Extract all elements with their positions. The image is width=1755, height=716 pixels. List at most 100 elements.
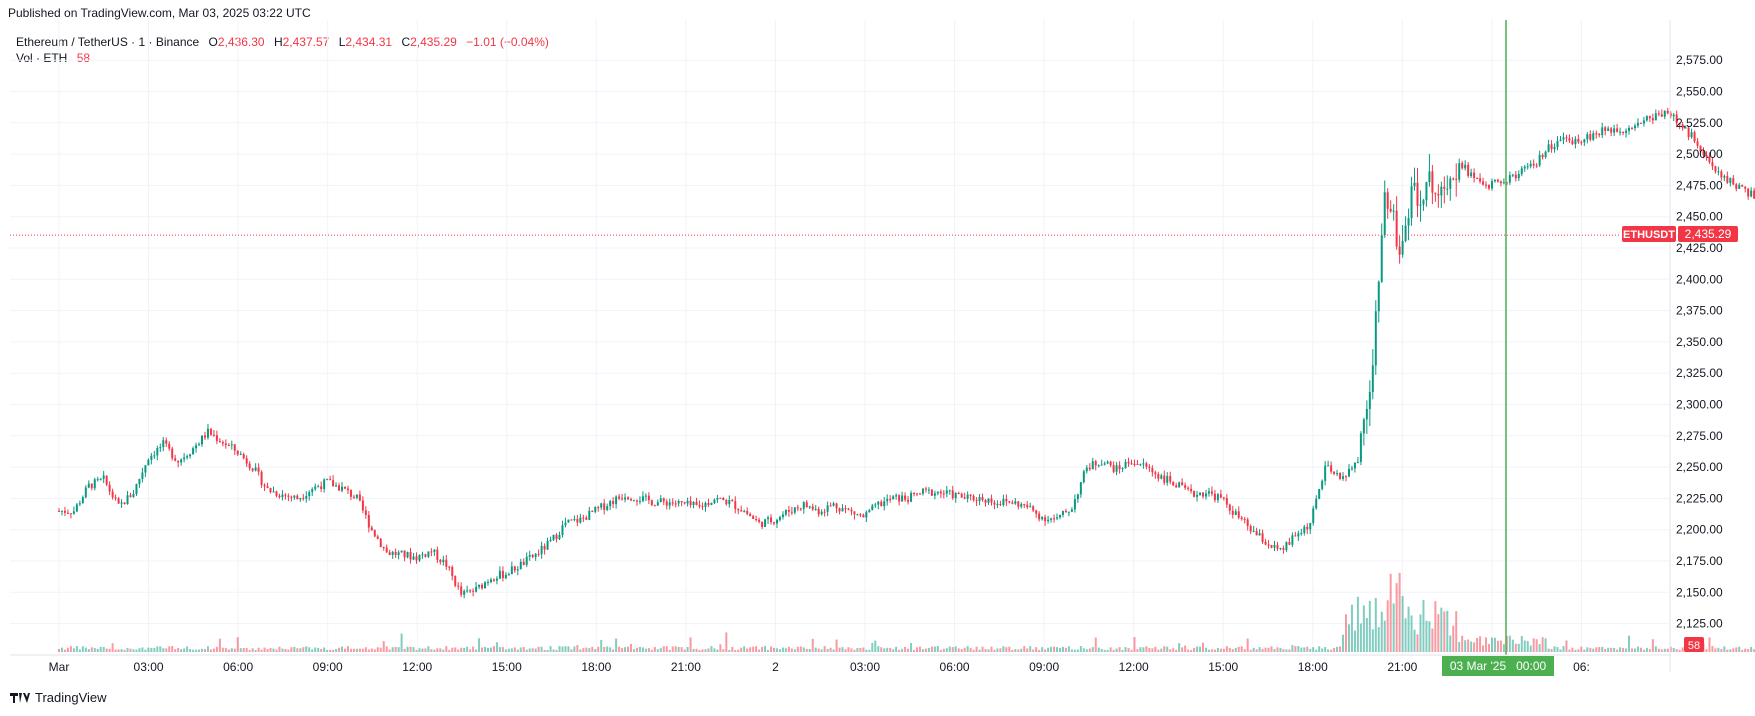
volume-bar	[817, 648, 820, 652]
volume-bar	[1154, 646, 1157, 652]
candle-body	[1744, 186, 1747, 189]
volume-bar	[263, 647, 266, 652]
candle-body	[689, 500, 692, 506]
candle-body	[796, 507, 799, 509]
y-tick-label: 2,450.00	[1676, 210, 1723, 224]
volume-bar	[847, 647, 850, 652]
candle-body	[424, 554, 427, 557]
volume-bar	[534, 648, 537, 652]
volume-bar	[198, 649, 201, 652]
candle-body	[990, 498, 993, 503]
volume-bar	[838, 647, 841, 652]
candle-body	[1210, 491, 1213, 494]
volume-bar	[1532, 638, 1535, 652]
candle-body	[1291, 535, 1294, 545]
candle-body	[332, 480, 335, 487]
volume-bar	[1395, 583, 1398, 652]
candle-body	[1404, 225, 1407, 242]
candle-body	[361, 500, 364, 511]
candle-body	[764, 519, 767, 527]
volume-bar	[868, 649, 871, 652]
volume-bar	[746, 648, 749, 652]
candle-body	[1467, 164, 1470, 176]
volume-bar	[972, 649, 975, 652]
candle-body	[341, 486, 344, 491]
volume-bar	[948, 646, 951, 652]
candle-body	[743, 510, 746, 512]
volume-bar	[454, 647, 457, 652]
volume-bar	[1550, 648, 1553, 652]
candle-body	[898, 495, 901, 502]
candle-body	[579, 517, 582, 523]
volume-bar	[90, 647, 93, 652]
legend-symbol[interactable]: Ethereum / TetherUS · 1 · Binance	[16, 35, 200, 49]
candle-body	[180, 459, 183, 463]
candle-body	[397, 552, 400, 556]
volume-bar	[1413, 629, 1416, 652]
legend-volume-label[interactable]: Vol · ETH	[16, 51, 68, 65]
volume-bar	[895, 646, 898, 652]
volume-bar	[1455, 611, 1458, 652]
volume-bar	[1562, 646, 1565, 652]
candle-body	[1595, 133, 1598, 135]
candle-body	[382, 546, 385, 548]
candle-body	[1017, 501, 1020, 507]
candle-body	[805, 502, 808, 508]
candle-body	[1607, 128, 1610, 131]
volume-bar	[835, 639, 838, 652]
volume-bar	[391, 647, 394, 652]
volume-bar	[570, 649, 573, 652]
volume-bar	[1041, 647, 1044, 652]
volume-bar	[862, 647, 865, 652]
legend-change: −1.01 (−0.04%)	[466, 35, 549, 49]
volume-bar	[1148, 648, 1151, 652]
volume-bar	[1061, 646, 1064, 652]
volume-bar	[69, 646, 72, 652]
volume-bar	[1127, 648, 1130, 652]
candle-body	[1633, 125, 1636, 129]
candle-body	[1273, 545, 1276, 548]
candle-body	[1294, 535, 1297, 537]
candle-body	[248, 463, 251, 469]
volume-bar	[1011, 649, 1014, 652]
candle-body	[603, 503, 606, 510]
candle-body	[1219, 494, 1222, 498]
volume-bar	[254, 649, 257, 652]
candle-body	[1172, 481, 1175, 486]
volume-bar	[1079, 646, 1082, 652]
candle-body	[1267, 544, 1270, 546]
x-tick-label: 12:00	[1119, 660, 1149, 674]
volume-bar	[99, 646, 102, 652]
volume-bar	[1353, 630, 1356, 652]
volume-bar	[1732, 648, 1735, 652]
candle-body	[60, 510, 63, 512]
volume-bar	[933, 646, 936, 652]
volume-bar	[323, 647, 326, 652]
volume-bar	[630, 643, 632, 652]
volume-bar	[1202, 642, 1204, 652]
chart-legend: Ethereum / TetherUS · 1 · Binance O2,436…	[16, 34, 549, 66]
x-tick-label: 09:00	[1029, 660, 1059, 674]
candle-body	[183, 457, 186, 460]
candle-body	[1461, 163, 1464, 169]
volume-bar	[1100, 648, 1103, 652]
candle-body	[1470, 172, 1473, 176]
candle-body	[1729, 178, 1732, 183]
candle-body	[1601, 127, 1604, 136]
candle-body	[168, 443, 171, 449]
volume-bar	[132, 649, 135, 652]
candle-body	[1347, 468, 1350, 477]
volume-bar	[796, 646, 799, 652]
volume-bar	[1082, 648, 1085, 652]
volume-bar	[552, 649, 555, 652]
candle-body	[1148, 466, 1151, 469]
tradingview-brand[interactable]: TradingView	[10, 690, 107, 705]
candle-body	[1613, 128, 1616, 133]
candle-body	[1508, 175, 1511, 183]
volume-bar	[522, 647, 525, 652]
candle-body	[498, 570, 501, 579]
candle-body	[1029, 506, 1032, 508]
volume-bar	[1565, 640, 1568, 652]
candle-body	[224, 443, 227, 446]
